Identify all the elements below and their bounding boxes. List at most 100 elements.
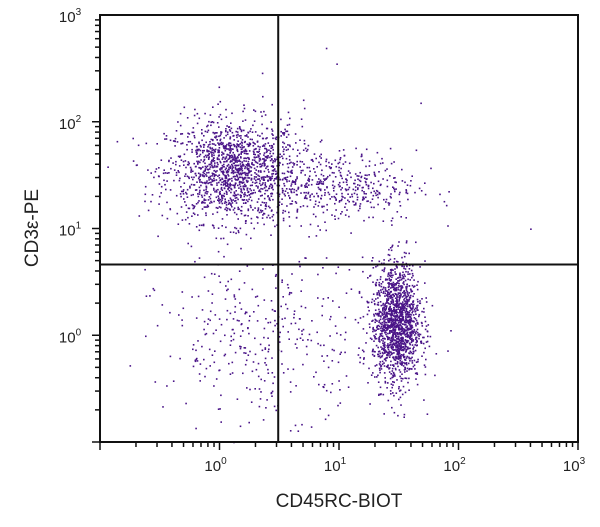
event-point (215, 166, 217, 168)
event-point (392, 336, 394, 338)
event-point (233, 139, 235, 141)
event-point (394, 311, 396, 313)
event-point (257, 207, 260, 209)
event-point (177, 121, 179, 123)
event-point (294, 183, 297, 185)
event-point (262, 137, 265, 140)
event-point (273, 143, 275, 145)
event-point (237, 133, 239, 136)
event-point (413, 334, 416, 336)
event-point (271, 185, 274, 187)
event-point (360, 153, 363, 156)
event-point (230, 150, 232, 152)
event-point (301, 330, 303, 332)
event-point (390, 360, 392, 363)
event-point (388, 319, 391, 321)
event-point (378, 171, 380, 173)
event-point (257, 151, 259, 153)
event-point (401, 310, 403, 313)
event-point (273, 376, 276, 378)
event-point (235, 130, 237, 133)
event-point (158, 167, 160, 169)
event-point (398, 387, 400, 390)
event-point (401, 180, 404, 182)
event-point (392, 330, 395, 332)
event-point (258, 148, 261, 151)
event-point (411, 290, 414, 293)
event-point (207, 129, 210, 132)
event-point (375, 329, 377, 332)
event-point (384, 352, 386, 354)
event-point (394, 317, 397, 320)
event-point (357, 354, 360, 356)
event-point (402, 340, 405, 342)
event-point (398, 306, 400, 308)
event-point (285, 146, 287, 148)
event-point (224, 353, 227, 356)
event-point (387, 293, 390, 296)
y-tick-label: 103 (59, 7, 82, 26)
event-point (357, 187, 359, 189)
event-point (375, 189, 378, 192)
event-point (259, 153, 261, 155)
event-point (385, 198, 388, 201)
event-point (377, 328, 379, 330)
event-point (200, 181, 203, 183)
event-point (399, 328, 402, 331)
event-point (198, 186, 201, 189)
event-point (397, 319, 400, 322)
event-point (290, 191, 293, 194)
event-point (392, 324, 395, 327)
event-point (251, 288, 254, 291)
event-point (251, 163, 253, 165)
event-point (410, 314, 412, 316)
event-point (396, 311, 398, 313)
event-point (406, 305, 409, 307)
event-point (170, 167, 172, 170)
event-point (177, 170, 179, 172)
event-point (375, 265, 377, 268)
event-point (310, 183, 313, 186)
event-point (163, 179, 165, 182)
event-point (201, 139, 203, 142)
event-point (416, 328, 419, 331)
event-point (211, 302, 213, 304)
event-point (207, 124, 209, 127)
event-point (154, 170, 157, 173)
event-point (391, 370, 394, 372)
event-point (416, 305, 418, 307)
event-point (415, 332, 417, 335)
event-point (194, 172, 197, 175)
event-point (326, 209, 328, 211)
event-point (383, 316, 385, 318)
event-point (373, 173, 376, 175)
event-point (390, 220, 393, 222)
event-point (217, 250, 220, 253)
event-point (211, 147, 214, 149)
event-point (372, 330, 374, 333)
event-point (201, 345, 203, 348)
event-point (223, 195, 225, 198)
event-point (357, 184, 359, 186)
event-point (246, 189, 249, 191)
event-point (241, 144, 243, 147)
event-point (289, 145, 291, 148)
event-point (264, 184, 267, 187)
event-point (308, 180, 310, 183)
event-point (386, 315, 388, 318)
event-point (205, 166, 208, 169)
event-point (382, 302, 385, 305)
event-point (260, 378, 262, 381)
event-point (392, 381, 394, 383)
event-point (288, 216, 291, 218)
event-point (206, 125, 208, 128)
event-point (265, 156, 267, 159)
event-point (360, 176, 362, 179)
event-point (412, 339, 415, 341)
event-point (221, 225, 223, 227)
event-point (296, 164, 298, 166)
event-point (287, 192, 289, 194)
event-point (344, 197, 346, 199)
event-point (403, 299, 405, 301)
event-point (393, 373, 396, 376)
